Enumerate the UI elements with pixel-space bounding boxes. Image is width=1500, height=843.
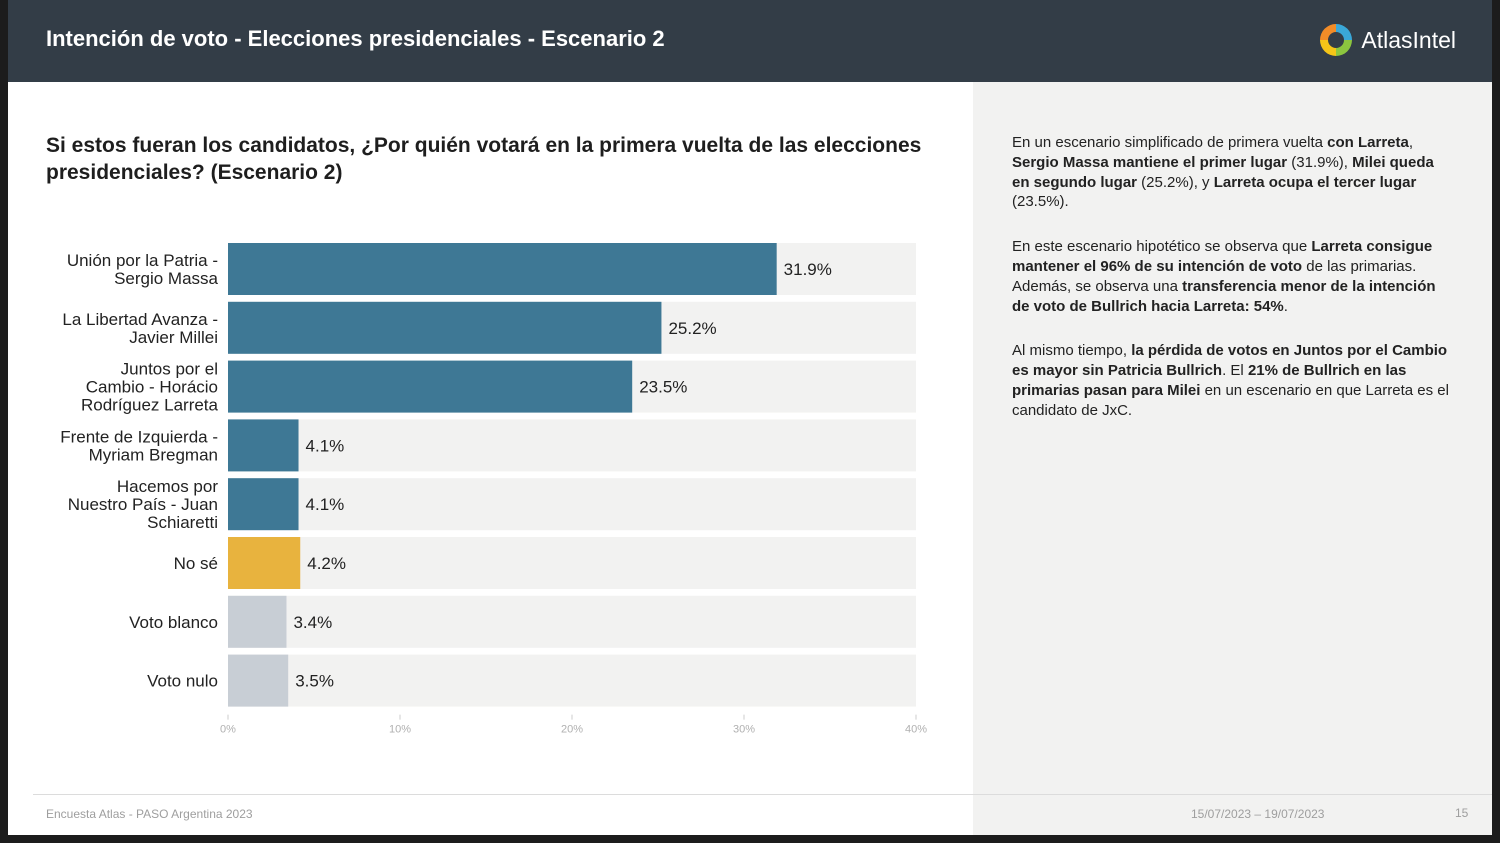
commentary-text-run: (23.5%). — [1012, 193, 1069, 211]
commentary-bold-text: Larreta ocupa el tercer lugar — [1213, 173, 1417, 191]
category-label-line: Rodríguez Larreta — [81, 396, 219, 415]
bar-track — [228, 478, 916, 531]
footer-source: Encuesta Atlas - PASO Argentina 2023 — [46, 807, 253, 821]
category-label-line: No sé — [174, 554, 218, 573]
bar — [228, 243, 777, 295]
commentary-text-run: En este escenario hipotético se observa … — [1012, 238, 1312, 256]
commentary-paragraph: En un escenario simplificado de primera … — [1012, 133, 1452, 212]
category-label: Voto blanco — [129, 613, 218, 632]
bar-value-label: 3.5% — [295, 672, 334, 691]
bar-value-label: 31.9% — [784, 260, 832, 279]
category-label-line: La Libertad Avanza - — [62, 310, 218, 329]
x-axis-tick-label: 40% — [905, 724, 927, 736]
chart-question: Si estos fueran los candidatos, ¿Por qui… — [46, 134, 922, 184]
commentary-bold-text: Milei queda en segundo lugar — [1012, 153, 1434, 191]
category-label: La Libertad Avanza -Javier Millei — [62, 310, 218, 347]
footer-divider — [33, 794, 1492, 795]
category-label-line: Hacemos por — [117, 477, 218, 496]
bar-track — [228, 537, 916, 589]
commentary-text-run: de las primarias. Además, se observa una — [1012, 257, 1417, 295]
commentary-bold-text: Larreta consigue mantener el 96% de su i… — [1012, 238, 1433, 275]
commentary-text-run: , — [1408, 134, 1414, 151]
atlasintel-logo-icon — [1320, 24, 1353, 56]
category-label: Frente de Izquierda -Myriam Bregman — [60, 427, 218, 464]
bar-track — [228, 654, 916, 707]
bar-value-label: 25.2% — [668, 319, 716, 338]
commentary-text-run: en un escenario en que Larreta es el can… — [1012, 381, 1449, 419]
commentary-paragraph: Al mismo tiempo, la pérdida de votos en … — [1012, 341, 1452, 420]
bar — [228, 595, 287, 648]
bar-value-label: 23.5% — [639, 378, 687, 397]
commentary-text-run: . — [1283, 297, 1288, 315]
commentary-bold-text: la pérdida de votos en Juntos por el Cam… — [1012, 342, 1448, 380]
commentary-bold-text: con Larreta — [1327, 134, 1409, 151]
bar-track — [228, 419, 916, 472]
header-bar: Intención de voto - Elecciones presidenc… — [8, 0, 1492, 82]
x-axis-tick-label: 0% — [220, 724, 236, 736]
category-label-line: Juntos por el — [121, 360, 218, 379]
bar-value-label: 4.1% — [306, 436, 345, 455]
commentary-text-run: . El — [1222, 362, 1248, 380]
category-label-line: Sergio Massa — [114, 269, 218, 288]
bar-value-label: 4.2% — [307, 554, 346, 573]
category-label-line: Unión por la Patria - — [67, 251, 218, 270]
bar — [228, 478, 299, 531]
commentary-text-run: (25.2%), y — [1137, 173, 1214, 191]
brand-name: AtlasIntel — [1361, 26, 1456, 53]
category-label: No sé — [174, 554, 218, 573]
bar — [228, 654, 289, 707]
commentary-bold-text: transferencia menor de la intención de v… — [1012, 277, 1436, 315]
bar — [228, 301, 662, 354]
bar — [228, 419, 299, 472]
x-axis-tick-label: 10% — [389, 724, 411, 736]
category-label-line: Nuestro País - Juan — [68, 495, 218, 514]
bar — [228, 360, 633, 413]
commentary-paragraph: En este escenario hipotético se observa … — [1012, 237, 1452, 316]
category-label: Juntos por el Cambio - Horácio Rodríguez L… — [81, 360, 219, 415]
vote-intention-bar-chart: 31.9% Unión por la Patria -Sergio Massa 25… — [60, 243, 927, 736]
bar-value-label: 3.4% — [293, 613, 332, 632]
commentary-bold-text: 21% de Bullrich en las primarias pasan p… — [1012, 362, 1407, 399]
page-number: 15 — [1455, 806, 1469, 820]
category-label-line: Voto nulo — [147, 672, 218, 691]
x-axis-tick-label: 30% — [733, 724, 755, 736]
bar-value-label: 4.1% — [306, 495, 345, 514]
category-label-line: Voto blanco — [129, 613, 218, 632]
category-label-line: Frente de Izquierda - — [60, 427, 218, 446]
commentary-text: En un escenario simplificado de primera … — [1012, 133, 1452, 446]
category-label: Voto nulo — [147, 672, 218, 691]
atlasintel-logo: AtlasIntel — [1319, 22, 1456, 58]
category-label-line: Schiaretti — [147, 513, 218, 532]
category-label: Hacemos por Nuestro País - Juan Schiaretti — [68, 477, 219, 532]
category-label-line: Myriam Bregman — [89, 445, 218, 464]
category-label-line: Javier Millei — [129, 328, 218, 347]
category-label: Unión por la Patria -Sergio Massa — [67, 251, 219, 288]
slide: Intención de voto - Elecciones presidenc… — [8, 0, 1492, 835]
commentary-text-run: Al mismo tiempo, — [1012, 342, 1132, 360]
page-title: Intención de voto - Elecciones presidenc… — [46, 26, 665, 51]
x-axis-tick-label: 20% — [561, 724, 583, 736]
footer-dates: 15/07/2023 – 19/07/2023 — [1191, 807, 1325, 821]
commentary-text-run: (31.9%), — [1287, 153, 1353, 171]
category-label-line: Cambio - Horácio — [86, 378, 218, 397]
commentary-bold-text: Sergio Massa mantiene el primer lugar — [1012, 153, 1288, 171]
bar — [228, 537, 301, 589]
commentary-panel — [973, 82, 1492, 835]
bar-track — [228, 595, 916, 648]
commentary-text-run: En un escenario simplificado de primera … — [1012, 134, 1328, 151]
